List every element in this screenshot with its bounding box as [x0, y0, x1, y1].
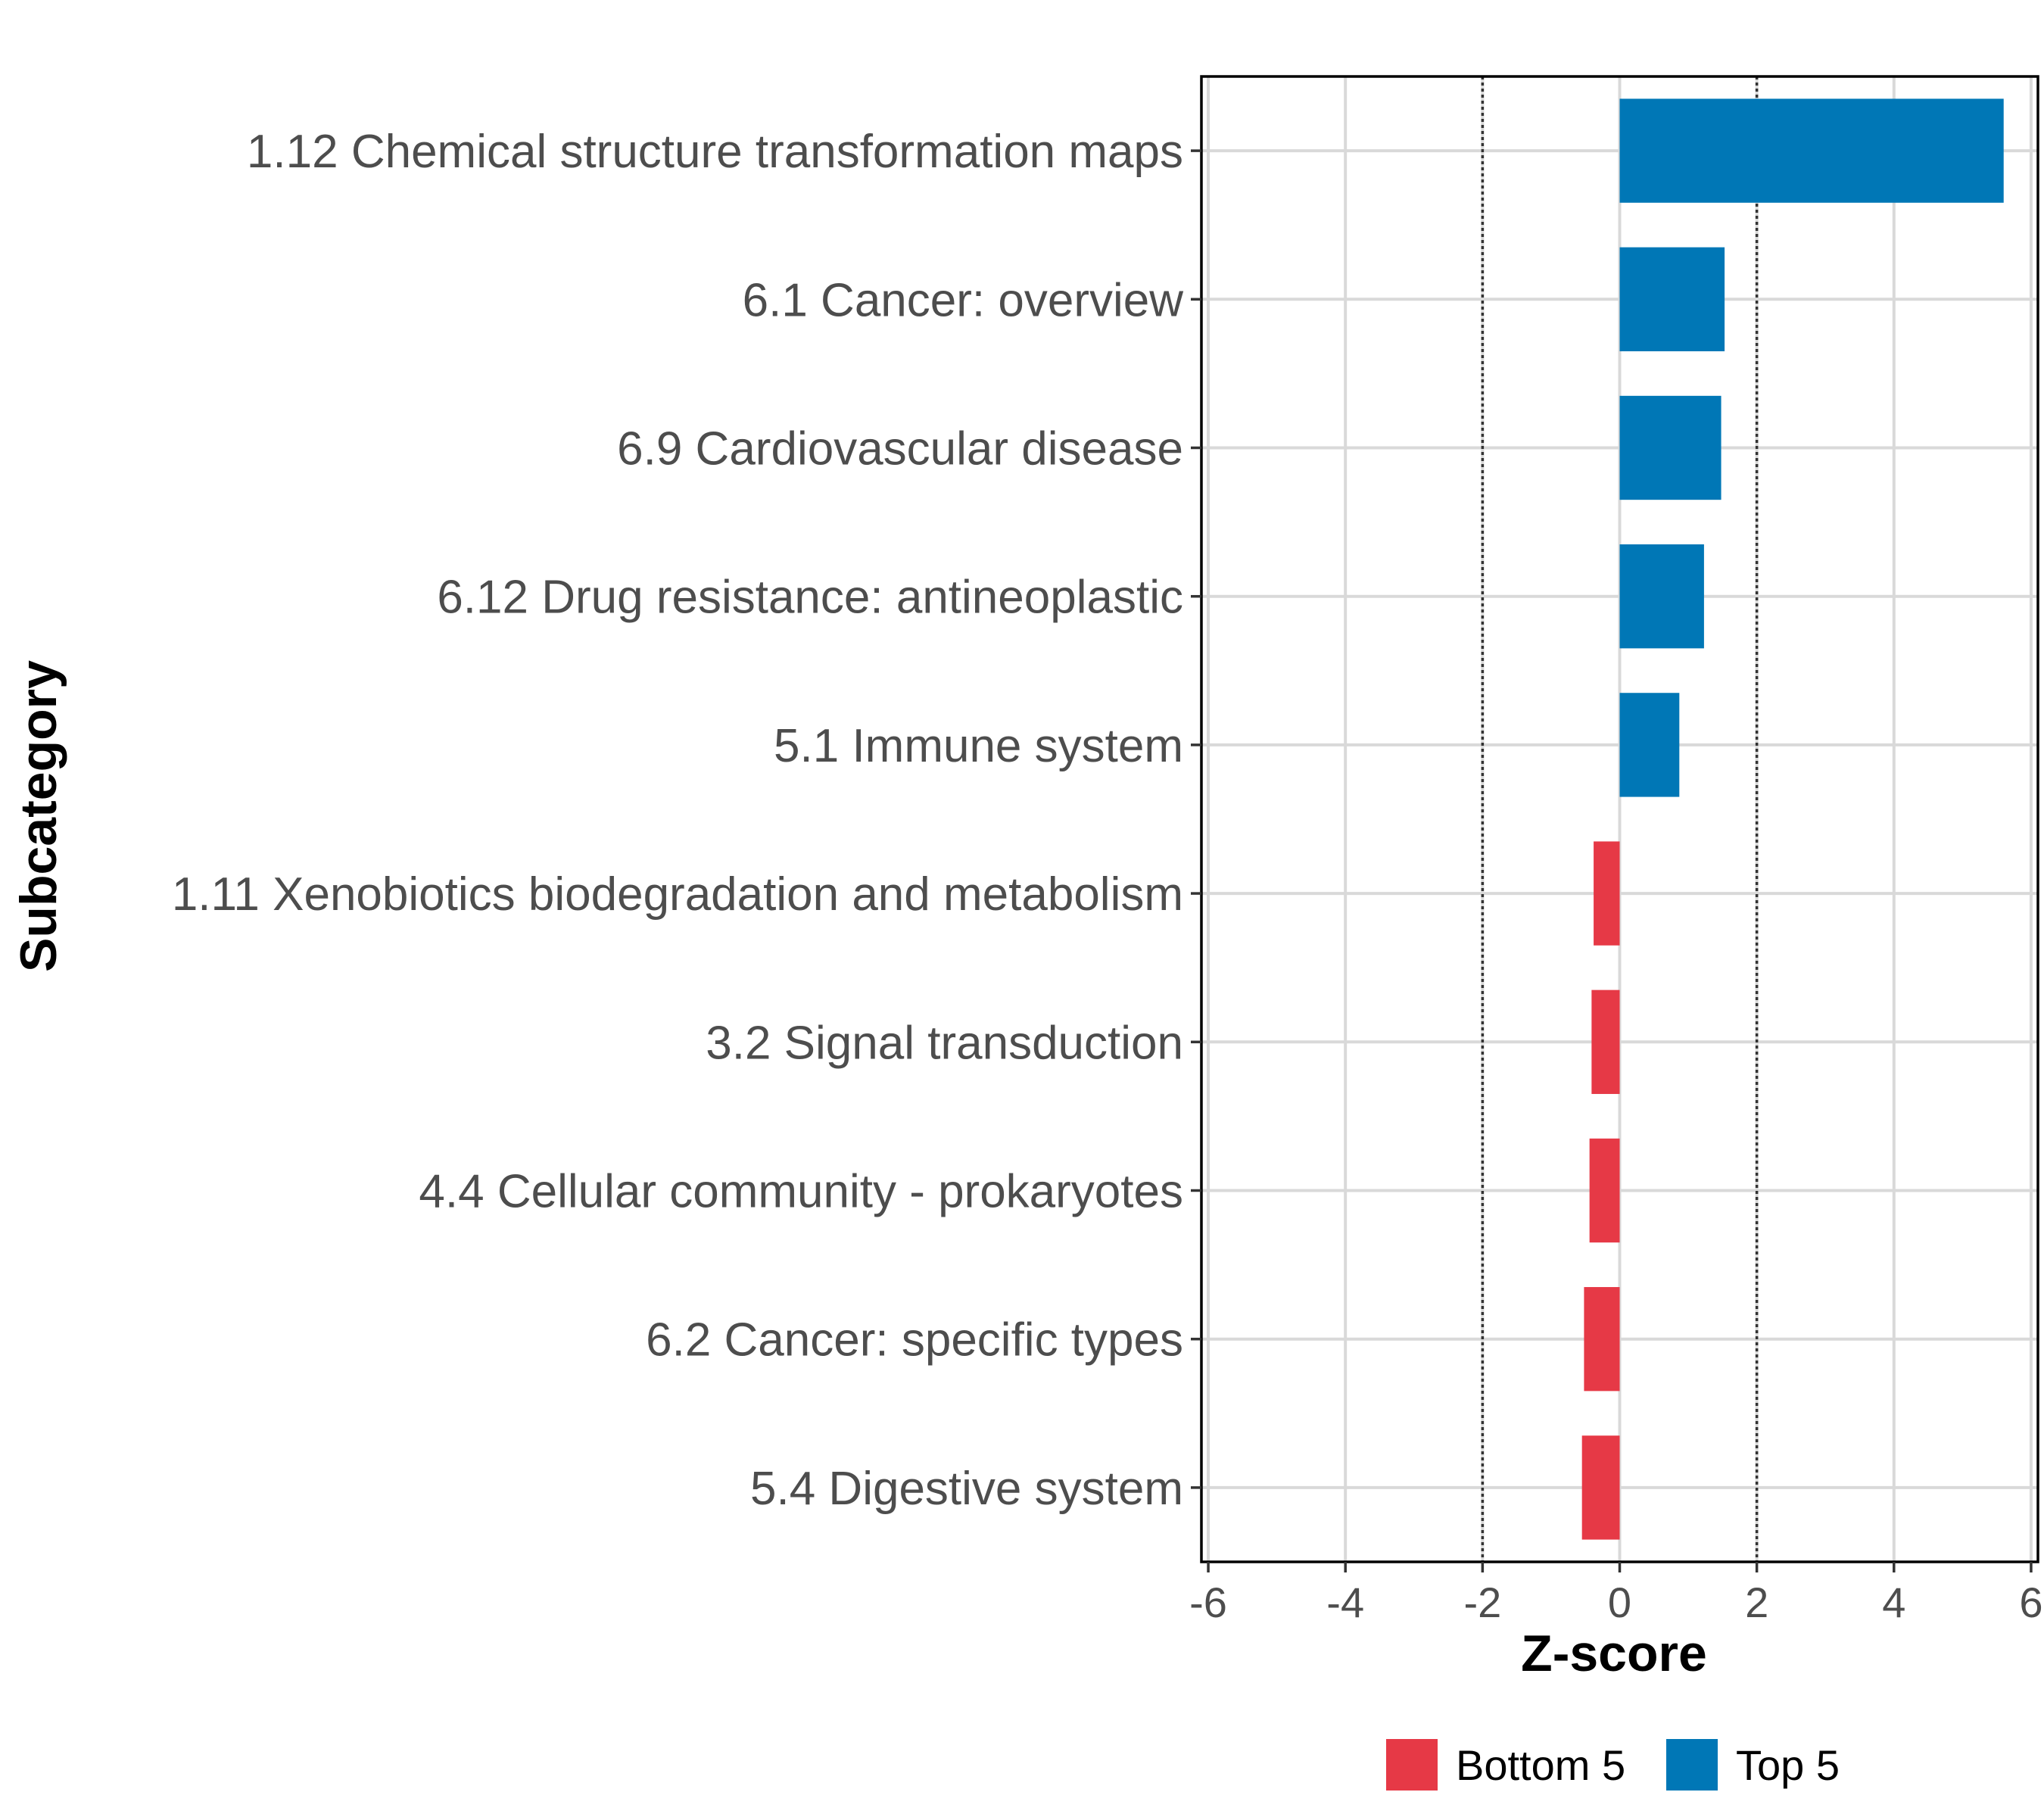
bar-5	[1594, 841, 1620, 946]
x-tick-label-5: 4	[1882, 1579, 1905, 1626]
y-axis-title: Subcategory	[10, 660, 67, 972]
bar-0	[1619, 98, 2004, 203]
x-tick-label-1: -4	[1326, 1579, 1364, 1626]
category-label-6: 3.2 Signal transduction	[706, 1017, 1183, 1069]
label-layer: 1.12 Chemical structure transformation m…	[172, 126, 2043, 1626]
bar-8	[1584, 1287, 1620, 1392]
category-label-9: 5.4 Digestive system	[750, 1463, 1183, 1515]
x-tick-label-6: 6	[2019, 1579, 2042, 1626]
legend-swatch-1	[1666, 1739, 1718, 1791]
bar-7	[1589, 1138, 1620, 1243]
bar-1	[1619, 247, 1725, 351]
bar-3	[1619, 544, 1704, 649]
bar-9	[1581, 1435, 1620, 1540]
x-tick-label-0: -6	[1189, 1579, 1227, 1626]
x-tick-label-2: -2	[1463, 1579, 1501, 1626]
category-label-3: 6.12 Drug resistance: antineoplastic	[437, 572, 1183, 624]
category-label-4: 5.1 Immune system	[774, 720, 1183, 772]
legend: Bottom 5 Top 5	[1386, 1739, 1840, 1791]
category-label-2: 6.9 Cardiovascular disease	[617, 423, 1183, 475]
legend-label-1: Top 5	[1736, 1741, 1840, 1789]
category-label-0: 1.12 Chemical structure transformation m…	[247, 126, 1183, 178]
category-label-8: 6.2 Cancer: specific types	[646, 1314, 1183, 1367]
legend-label-0: Bottom 5	[1456, 1741, 1625, 1789]
category-label-1: 6.1 Cancer: overview	[743, 274, 1184, 326]
x-tick-label-3: 0	[1608, 1579, 1631, 1626]
frame-layer	[1191, 75, 2039, 1572]
category-label-5: 1.11 Xenobiotics biodegradation and meta…	[172, 868, 1183, 921]
bar-2	[1619, 395, 1722, 500]
bar-4	[1619, 693, 1680, 797]
x-tick-label-4: 2	[1745, 1579, 1768, 1626]
legend-swatch-0	[1386, 1739, 1438, 1791]
x-axis-title: Z-score	[1521, 1625, 1707, 1682]
bar-layer	[1581, 98, 2004, 1540]
bar-6	[1591, 990, 1620, 1094]
category-label-7: 4.4 Cellular community - prokaryotes	[419, 1166, 1183, 1218]
